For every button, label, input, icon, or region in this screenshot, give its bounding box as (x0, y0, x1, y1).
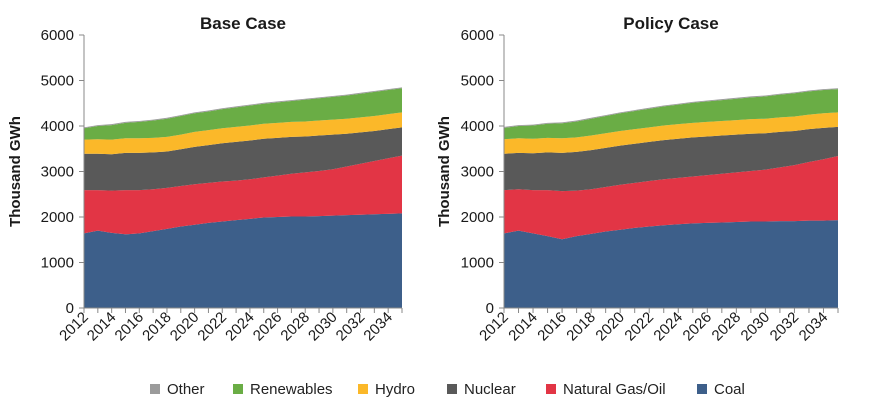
x-tick-label: 2014 (84, 309, 120, 345)
area-nuclear (84, 127, 402, 191)
x-tick-label: 2026 (680, 309, 716, 345)
chart-title: Base Case (200, 14, 286, 33)
y-tick-label: 1000 (461, 255, 494, 272)
x-tick-label: 2032 (767, 309, 803, 345)
x-tick-label: 2018 (563, 309, 599, 345)
y-axis-label: Thousand GWh (7, 116, 24, 227)
legend-swatch-nuclear (447, 384, 457, 394)
legend-label-renewables: Renewables (250, 380, 333, 398)
x-tick-label: 2034 (796, 309, 832, 345)
legend-swatch-other (150, 384, 160, 394)
area-natural-gas-oil (84, 155, 402, 235)
x-tick-label: 2030 (305, 309, 341, 345)
x-tick-label: 2032 (333, 309, 369, 345)
y-tick-label: 5000 (41, 73, 74, 90)
area-hydro (84, 112, 402, 155)
x-tick-label: 2016 (534, 309, 570, 345)
y-tick-label: 2000 (461, 209, 494, 226)
area-hydro (504, 112, 838, 154)
y-tick-label: 2000 (41, 209, 74, 226)
x-tick-label: 2012 (476, 309, 512, 345)
legend-swatch-renewables (233, 384, 243, 394)
y-tick-label: 6000 (41, 27, 74, 44)
y-tick-label: 4000 (41, 118, 74, 135)
x-tick-label: 2028 (277, 309, 313, 345)
x-tick-label: 2028 (709, 309, 745, 345)
legend-item-coal: Coal (697, 378, 745, 400)
legend: Other Renewables Hydro Nuclear Natural G… (0, 378, 871, 400)
chart-title: Policy Case (623, 14, 718, 33)
legend-label-nuclear: Nuclear (464, 380, 516, 398)
x-tick-label: 2034 (360, 309, 396, 345)
y-tick-label: 0 (486, 300, 494, 317)
x-tick-label: 2024 (222, 309, 258, 345)
x-tick-label: 2016 (112, 309, 148, 345)
legend-item-renewables: Renewables (233, 378, 333, 400)
x-tick-label: 2014 (505, 309, 541, 345)
base-case-chart: Base Case Thousand GWh 0 1000 2000 3000 4000 50… (7, 14, 403, 345)
y-tick-label: 3000 (461, 164, 494, 181)
legend-swatch-coal (697, 384, 707, 394)
x-tick-label: 2012 (56, 309, 92, 345)
x-tick-label: 2020 (167, 309, 203, 345)
x-tick-label: 2022 (194, 309, 230, 345)
y-tick-label: 4000 (461, 118, 494, 135)
y-tick-label: 0 (66, 300, 74, 317)
area-renewables (504, 89, 838, 140)
legend-label-natural-gas-oil: Natural Gas/Oil (563, 380, 666, 398)
legend-label-coal: Coal (714, 380, 745, 398)
area-natural-gas-oil (504, 156, 838, 240)
y-axis-label: Thousand GWh (436, 116, 453, 227)
legend-item-natural-gas-oil: Natural Gas/Oil (546, 378, 666, 400)
policy-case-chart: Policy Case Thousand GWh 0 1000 2000 3000 4000… (436, 14, 839, 345)
legend-item-hydro: Hydro (358, 378, 415, 400)
legend-item-other: Other (150, 378, 205, 400)
x-tick-label: 2022 (621, 309, 657, 345)
legend-label-other: Other (167, 380, 205, 398)
area-nuclear (504, 126, 838, 192)
area-coal (504, 220, 838, 308)
x-tick-label: 2024 (650, 309, 686, 345)
legend-swatch-hydro (358, 384, 368, 394)
legend-item-nuclear: Nuclear (447, 378, 516, 400)
x-tick-label: 2018 (139, 309, 175, 345)
x-tick-label: 2030 (738, 309, 774, 345)
area-renewables (84, 88, 402, 140)
legend-label-hydro: Hydro (375, 380, 416, 398)
x-tick-label: 2026 (250, 309, 286, 345)
legend-swatch-natural-gas-oil (546, 384, 556, 394)
y-tick-label: 5000 (461, 73, 494, 90)
x-tick-label: 2020 (592, 309, 628, 345)
area-coal (84, 213, 402, 308)
y-tick-label: 1000 (41, 255, 74, 272)
y-tick-label: 3000 (41, 164, 74, 181)
area-other (84, 87, 402, 129)
y-tick-label: 6000 (461, 27, 494, 44)
